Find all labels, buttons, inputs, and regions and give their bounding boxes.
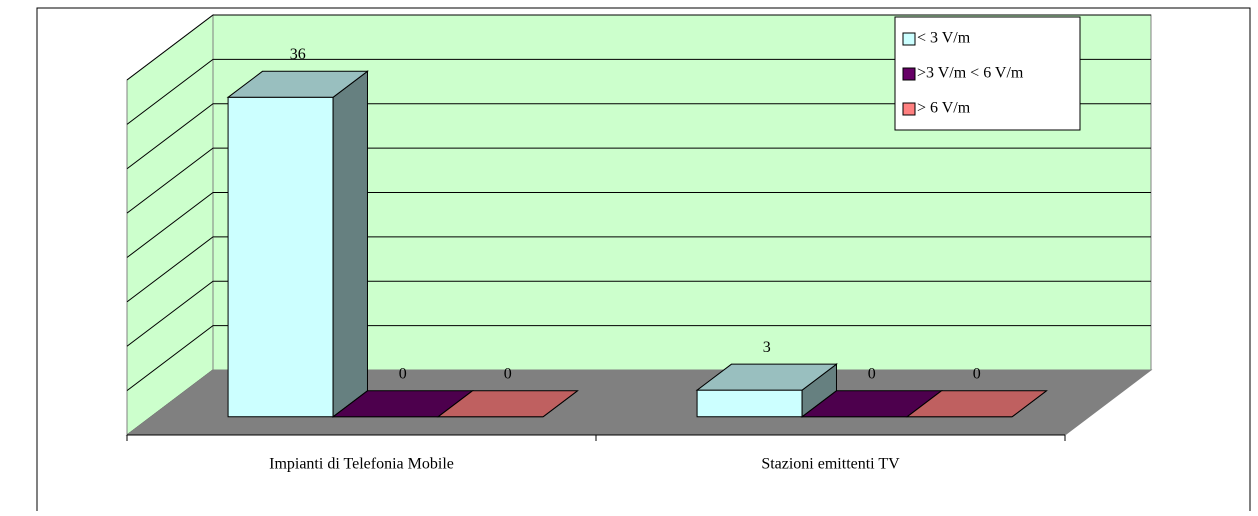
grid-line: [126, 280, 1151, 347]
grid-line: [126, 325, 1151, 392]
legend-label: >3 V/m < 6 V/m: [917, 65, 1024, 82]
value-label: 0: [399, 365, 407, 382]
bar-side: [332, 70, 368, 418]
grid-line: [126, 236, 1151, 303]
bar: [695, 363, 838, 418]
value-label: 0: [868, 365, 876, 382]
value-label: 3: [763, 339, 771, 356]
bar-front: [227, 96, 334, 418]
legend-swatch: [902, 67, 916, 81]
chart-frame: [36, 7, 1251, 511]
legend-swatch: [902, 102, 916, 116]
grid-line: [126, 147, 1151, 214]
bar: [436, 390, 579, 418]
legend-swatch: [902, 32, 916, 46]
bar: [905, 390, 1048, 418]
bar-top: [226, 70, 369, 98]
bar-top: [695, 363, 838, 391]
grid-line: [126, 14, 1151, 81]
x-tick-label: Impianti di Telefonia Mobile: [269, 456, 454, 473]
bar-top: [905, 390, 1048, 418]
bar-front: [696, 389, 803, 418]
legend-label: > 6 V/m: [917, 100, 971, 117]
legend-label: < 3 V/m: [917, 30, 971, 47]
bar-top: [436, 390, 579, 418]
value-label: 0: [973, 365, 981, 382]
value-label: 36: [290, 46, 306, 63]
bar: [226, 70, 369, 418]
x-tick-label: Stazioni emittenti TV: [761, 456, 900, 473]
legend-box: [894, 16, 1081, 131]
grid-line: [126, 103, 1151, 170]
value-label: 0: [504, 365, 512, 382]
grid-line: [126, 192, 1151, 258]
grid-line: [126, 58, 1151, 125]
